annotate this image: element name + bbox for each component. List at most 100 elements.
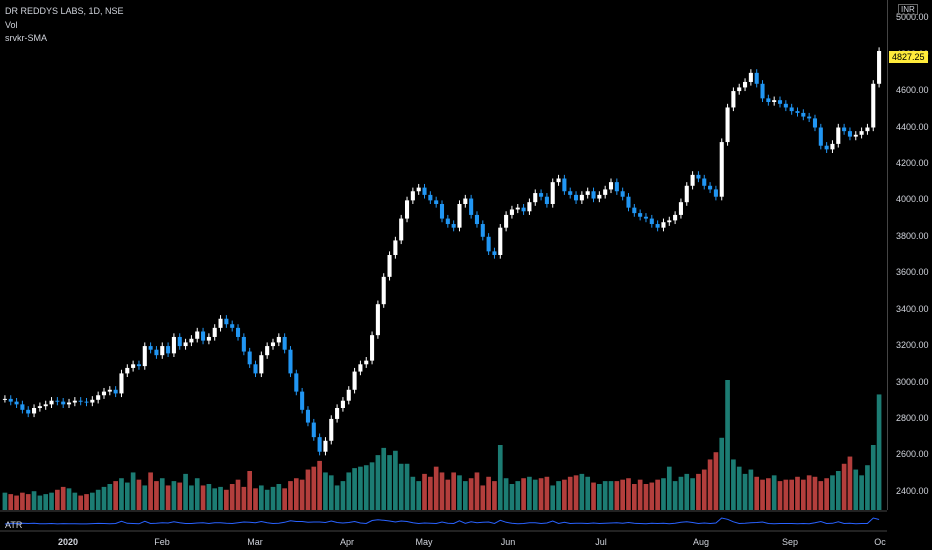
candle[interactable] xyxy=(259,355,264,374)
candle[interactable] xyxy=(585,191,590,195)
candle[interactable] xyxy=(696,174,701,179)
candle[interactable] xyxy=(329,418,334,441)
candle[interactable] xyxy=(90,399,95,403)
candle[interactable] xyxy=(574,194,579,201)
candle[interactable] xyxy=(43,404,48,407)
candle[interactable] xyxy=(346,389,351,401)
candle[interactable] xyxy=(533,193,538,203)
candle[interactable] xyxy=(824,145,829,150)
candle[interactable] xyxy=(294,373,299,392)
candle[interactable] xyxy=(527,202,532,212)
candle[interactable] xyxy=(445,218,450,225)
candle[interactable] xyxy=(544,196,549,204)
candle[interactable] xyxy=(195,331,200,339)
candle[interactable] xyxy=(469,198,474,215)
candle[interactable] xyxy=(72,400,77,403)
candle[interactable] xyxy=(2,398,7,400)
candle[interactable] xyxy=(119,373,124,394)
candle[interactable] xyxy=(26,409,31,414)
candle[interactable] xyxy=(772,100,777,102)
candle[interactable] xyxy=(364,360,369,365)
candle[interactable] xyxy=(276,336,281,343)
candle[interactable] xyxy=(387,255,392,277)
candle[interactable] xyxy=(702,178,707,186)
candle[interactable] xyxy=(20,404,25,410)
candle[interactable] xyxy=(428,194,433,201)
candle[interactable] xyxy=(235,327,241,337)
candle[interactable] xyxy=(760,83,765,99)
candle[interactable] xyxy=(597,194,602,199)
candle[interactable] xyxy=(853,134,858,137)
candle[interactable] xyxy=(865,127,870,132)
candle[interactable] xyxy=(859,131,864,135)
candle[interactable] xyxy=(463,198,468,204)
candle[interactable] xyxy=(498,227,503,255)
candle[interactable] xyxy=(649,218,654,225)
candle[interactable] xyxy=(288,349,293,374)
candle[interactable] xyxy=(743,81,748,88)
price-axis[interactable]: 5000.004800.004600.004400.004200.004000.… xyxy=(887,0,932,510)
candle[interactable] xyxy=(166,346,171,354)
candle[interactable] xyxy=(32,408,37,414)
candle[interactable] xyxy=(206,336,211,341)
candle[interactable] xyxy=(340,400,345,408)
candle[interactable] xyxy=(300,391,305,410)
candle[interactable] xyxy=(14,401,19,405)
candle[interactable] xyxy=(626,196,631,208)
candle[interactable] xyxy=(37,406,42,408)
candle[interactable] xyxy=(830,143,835,150)
candle[interactable] xyxy=(265,346,270,356)
candle[interactable] xyxy=(818,127,823,146)
candle[interactable] xyxy=(177,336,182,347)
candle[interactable] xyxy=(737,87,742,92)
candle[interactable] xyxy=(871,83,876,128)
candle[interactable] xyxy=(101,391,107,396)
candle[interactable] xyxy=(667,220,672,223)
candle[interactable] xyxy=(521,207,526,212)
candle[interactable] xyxy=(410,191,415,201)
candle[interactable] xyxy=(148,346,153,350)
candle[interactable] xyxy=(719,142,724,197)
candle[interactable] xyxy=(136,364,141,367)
candle[interactable] xyxy=(509,209,514,215)
candle[interactable] xyxy=(160,346,165,356)
candle[interactable] xyxy=(375,304,380,336)
candle[interactable] xyxy=(579,194,584,201)
candle[interactable] xyxy=(789,107,794,112)
currency-label[interactable]: INR xyxy=(898,4,918,15)
candle[interactable] xyxy=(795,111,800,113)
candle[interactable] xyxy=(620,191,625,197)
candle[interactable] xyxy=(684,185,689,203)
candle[interactable] xyxy=(504,214,509,228)
candle[interactable] xyxy=(492,251,497,255)
candle[interactable] xyxy=(434,200,439,204)
candle[interactable] xyxy=(78,400,83,402)
candle[interactable] xyxy=(323,440,328,452)
candle[interactable] xyxy=(317,437,322,452)
atr-legend[interactable]: ATR xyxy=(5,520,23,530)
candle[interactable] xyxy=(113,389,118,394)
candle[interactable] xyxy=(539,193,544,197)
candle[interactable] xyxy=(49,400,54,405)
candle[interactable] xyxy=(171,336,176,354)
time-axis[interactable]: 2020 Feb Mar Apr May Jun Jul Aug Sep Oc xyxy=(58,537,886,547)
candle[interactable] xyxy=(608,182,614,190)
candle[interactable] xyxy=(632,207,637,214)
candle[interactable] xyxy=(8,398,13,402)
candle[interactable] xyxy=(783,103,788,108)
candle[interactable] xyxy=(812,118,818,128)
candle[interactable] xyxy=(847,131,852,137)
candle[interactable] xyxy=(61,401,66,405)
candle[interactable] xyxy=(399,218,404,241)
candle[interactable] xyxy=(201,331,206,341)
candle[interactable] xyxy=(678,202,683,215)
candle[interactable] xyxy=(603,189,608,195)
candle[interactable] xyxy=(643,216,649,219)
candle[interactable] xyxy=(381,276,386,305)
candle[interactable] xyxy=(766,98,771,102)
candle[interactable] xyxy=(393,240,398,255)
candle[interactable] xyxy=(189,338,194,343)
candle[interactable] xyxy=(451,224,456,228)
candle[interactable] xyxy=(550,182,555,204)
candle[interactable] xyxy=(358,364,363,372)
